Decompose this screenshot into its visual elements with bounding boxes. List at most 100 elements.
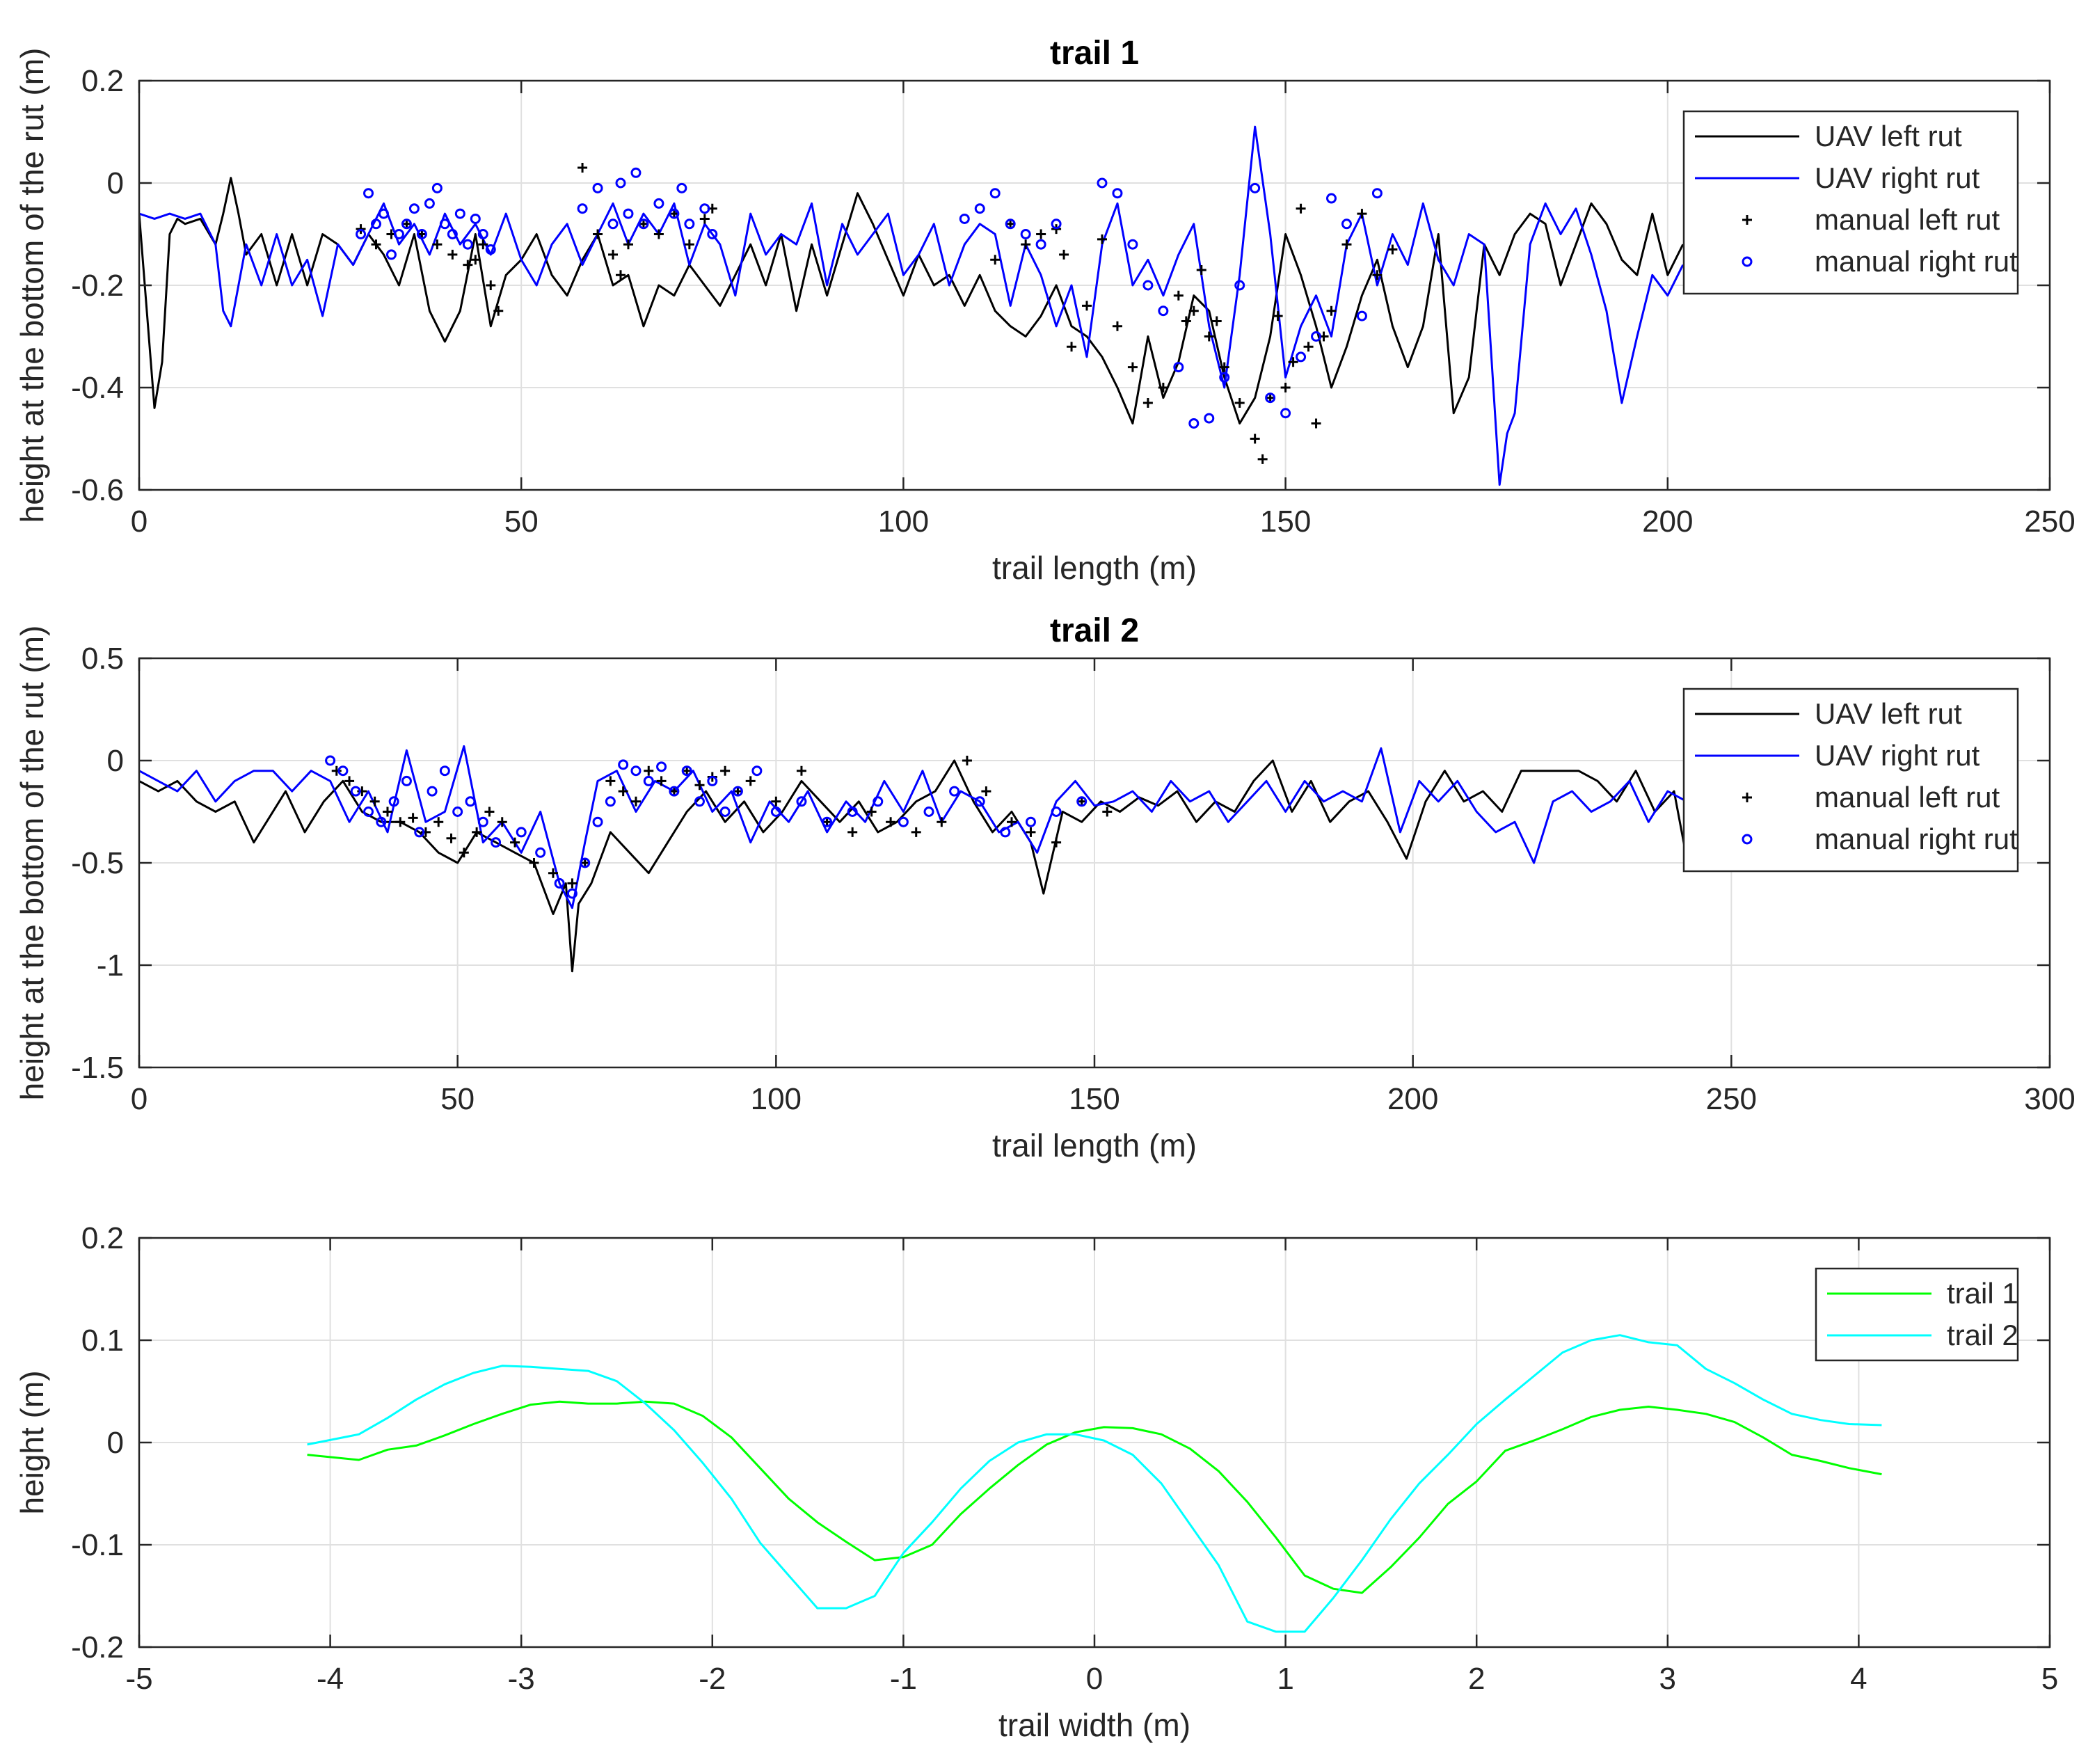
legend-label: trail 2 [1947,1319,2018,1351]
data-point [393,229,404,239]
legend-marker-swatch [1742,256,1753,267]
series-trail-2 [307,1334,1882,1633]
legend-label: manual right rut [1815,823,2018,855]
data-point [446,833,456,843]
data-point [681,765,692,777]
data-point [796,765,806,776]
data-point [751,765,763,777]
data-point [1082,301,1092,311]
data-point [1219,362,1229,372]
legend: trail 1 trail 2 [1815,1267,2019,1362]
x-tick-label: -4 [317,1662,344,1696]
data-point [923,806,934,817]
x-tick-label: 250 [2024,504,2075,539]
legend-item: manual right rut [1742,245,2018,278]
data-point [720,765,731,776]
data-point [478,239,488,250]
data-point [1051,806,1062,817]
legend-label: UAV right rut [1815,739,1980,772]
data-point [1026,827,1036,837]
data-point [462,239,473,250]
data-point [1173,290,1184,301]
data-point [684,239,694,250]
data-point [485,244,496,255]
chart-title: trail 2 [1050,612,1139,649]
data-point [1234,280,1245,291]
data-point [1000,827,1011,838]
data-point [937,817,947,827]
series-line [139,745,1688,909]
data-point [1051,837,1062,848]
y-tick-label: -0.2 [71,1630,124,1664]
data-point [1035,239,1046,250]
legend-label: manual left rut [1815,203,2000,236]
data-point [592,182,603,193]
data-point [566,888,577,899]
x-tick-label: 100 [878,504,929,539]
data-point [350,786,361,797]
data-point [439,765,450,777]
data-point [1188,418,1200,429]
legend-marker-swatch [1742,215,1752,225]
data-point [605,796,616,807]
data-point [1142,280,1154,291]
legend-item: UAV left rut [1695,697,1962,730]
data-point [707,775,718,786]
data-point [608,249,619,260]
data-point [1257,454,1268,464]
legend-item: trail 1 [1827,1277,2018,1310]
data-point [699,203,710,214]
data-point [371,218,382,230]
x-tick-label: 0 [1086,1662,1103,1696]
data-point [796,796,807,807]
legend-marker-swatch [1742,834,1753,845]
data-point [974,203,985,214]
data-point [694,780,705,790]
data-point [638,218,649,230]
data-point [607,218,619,230]
x-tick-label: 5 [2041,1662,2058,1696]
subplot-2: 0 50 100 150 200 250 300 -1.5 -1 -0.5 0 0.5 trail 2 t… [14,612,2076,1163]
data-point [1280,408,1291,419]
data-point [388,796,399,807]
data-point [989,188,1001,199]
plot-series [139,125,1684,486]
data-point [1311,418,1321,429]
data-point [491,837,502,848]
data-point [401,775,412,786]
data-point [615,177,626,189]
x-tick-label: 1 [1277,1662,1293,1696]
y-tick-label: -0.6 [71,473,124,507]
data-point [1234,398,1245,408]
x-tick-label: 4 [1850,1662,1867,1696]
data-point [656,776,667,786]
x-tick-label: 200 [1387,1082,1438,1116]
data-point [1036,229,1046,239]
data-point [431,182,443,193]
x-tick-label: -2 [699,1662,726,1696]
data-point [369,796,380,806]
data-point [643,775,654,786]
legend-label: trail 1 [1947,1277,2018,1310]
x-tick-label: -1 [890,1662,917,1696]
data-point [1102,806,1113,817]
data-point [337,765,349,777]
data-point [497,817,507,827]
y-tick-label: -0.5 [71,846,124,880]
data-point [465,796,476,807]
series-line [307,1400,1882,1594]
ticks: 0 50 100 150 200 250 300 -1.5 -1 -0.5 0 0.5 [71,642,2076,1116]
x-tick-label: 50 [440,1082,475,1116]
data-point [1265,392,1276,404]
data-point [439,218,450,230]
data-point [447,229,458,239]
x-tick-label: 150 [1069,1082,1120,1116]
data-point [1219,372,1230,383]
data-point [1211,316,1222,326]
data-point [1372,270,1383,280]
data-point [949,786,960,797]
legend-label: UAV left rut [1815,120,1962,152]
data-point [1112,321,1122,331]
legend: UAV left rut UAV right rut manual left rut… [1682,110,2019,295]
x-axis-label: trail length (m) [992,550,1197,586]
